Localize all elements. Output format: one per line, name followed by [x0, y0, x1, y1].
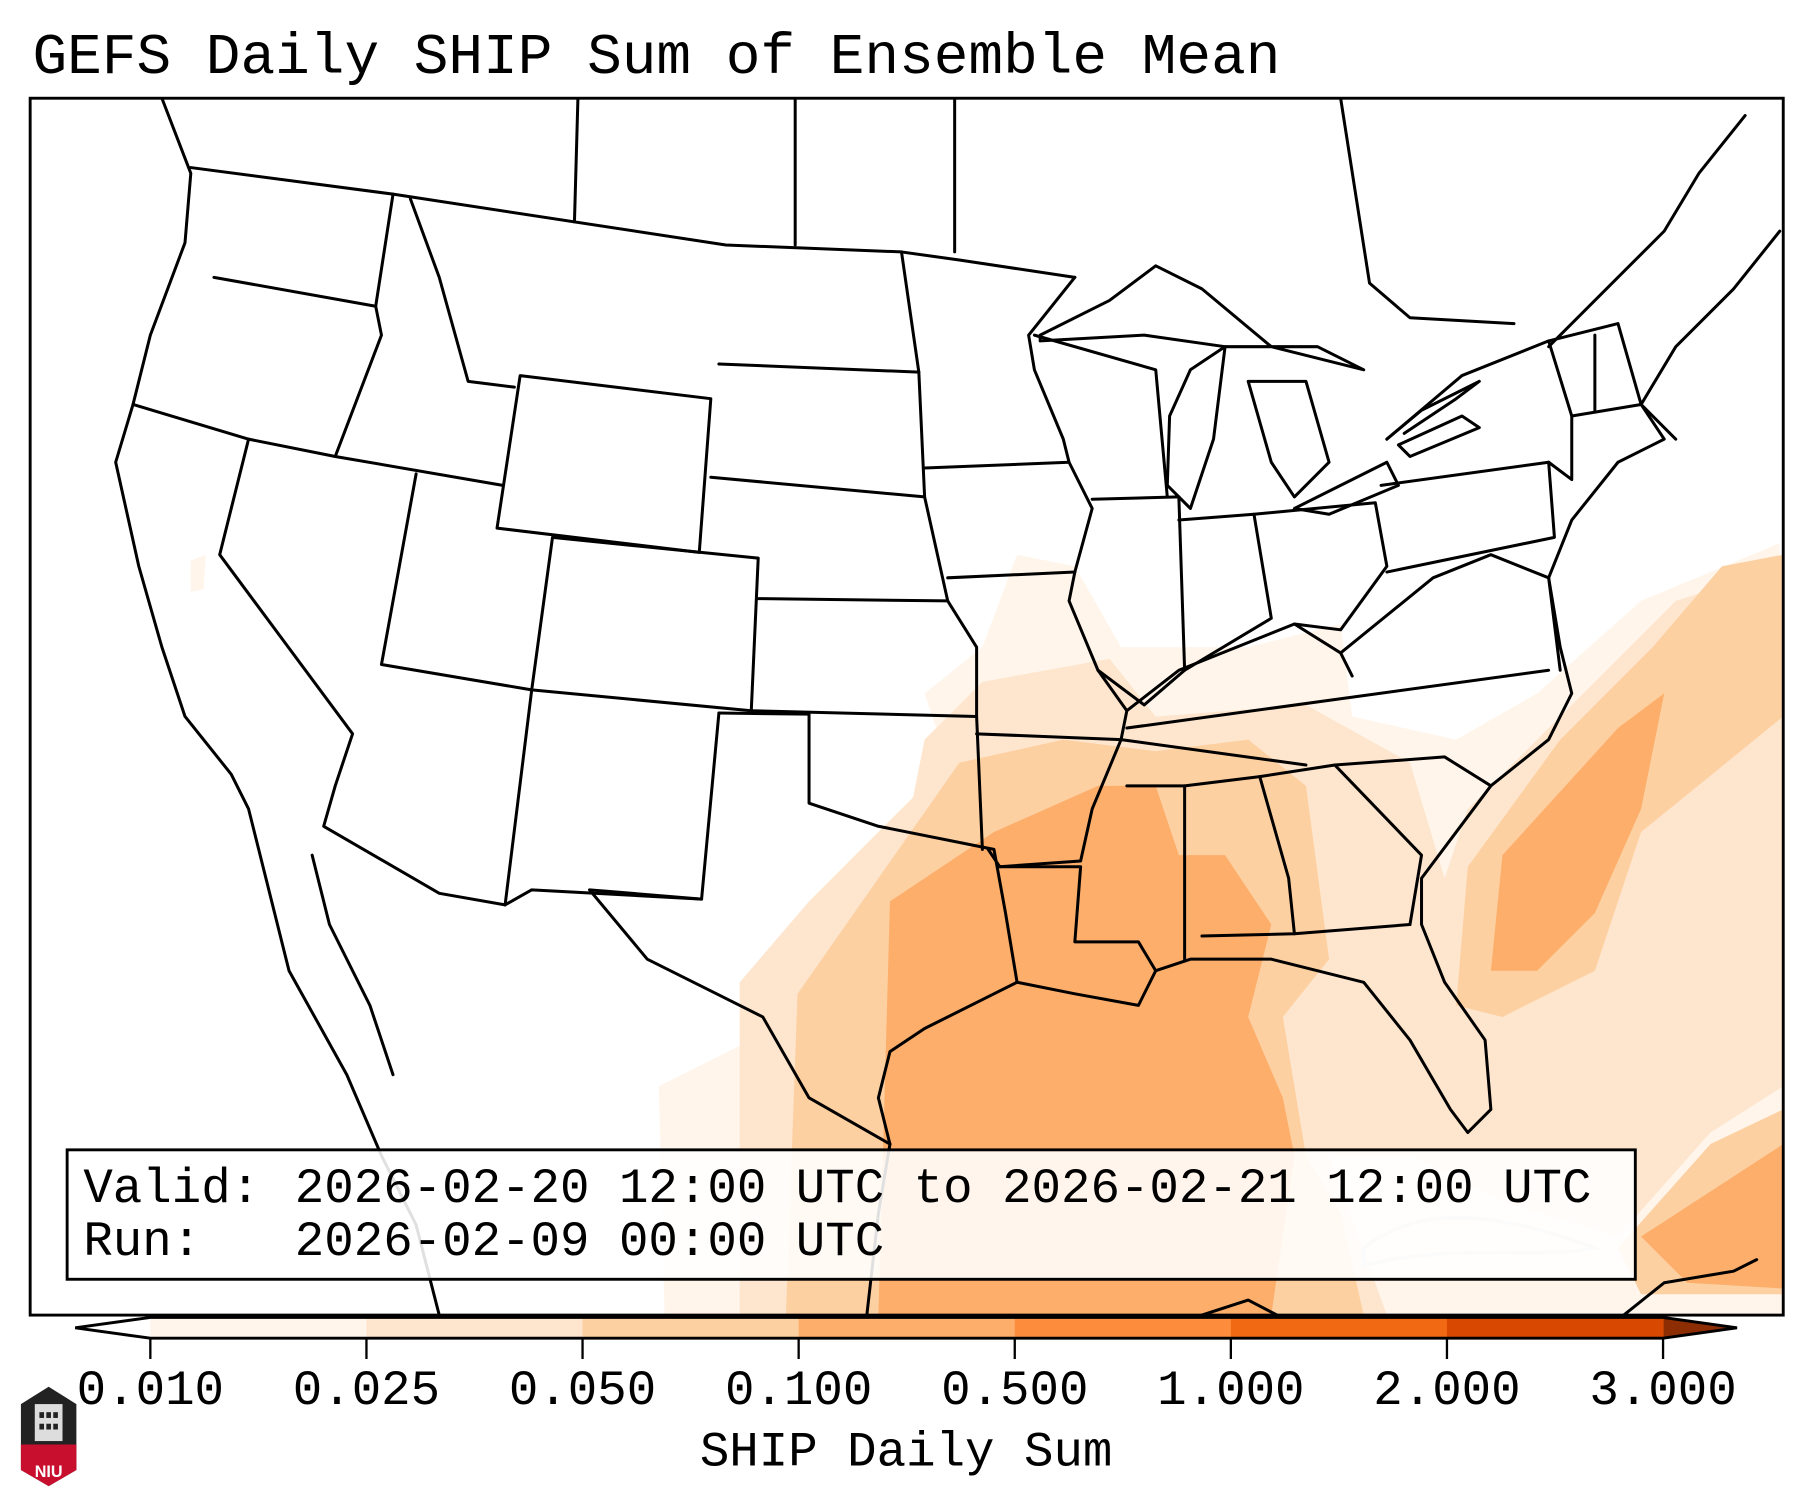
colorbar-under-extension	[75, 1317, 151, 1339]
colorbar-segment	[1014, 1317, 1232, 1339]
colorbar-segment	[150, 1317, 368, 1339]
valid-label: Valid:	[83, 1161, 260, 1217]
colorbar-tick-label: 0.010	[77, 1363, 224, 1419]
run-value: 2026-02-09 00:00 UTC	[295, 1214, 884, 1270]
colorbar-segment	[366, 1317, 584, 1339]
colorbar-segment	[1230, 1317, 1448, 1339]
colorbar-segment	[798, 1317, 1016, 1339]
shade-0.100-carib	[1641, 1144, 1784, 1289]
shade-0.010-west	[190, 554, 206, 592]
colorbar	[75, 1315, 1738, 1360]
map	[30, 98, 1784, 1316]
svg-text:NIU: NIU	[35, 1463, 63, 1481]
map-frame	[28, 96, 1785, 1317]
valid-value: 2026-02-20 12:00 UTC to 2026-02-21 12:00…	[295, 1161, 1592, 1217]
colorbar-tick-label: 0.100	[725, 1363, 872, 1419]
colorbar-tick-label: 0.050	[509, 1363, 656, 1419]
colorbar-tick-label: 0.025	[293, 1363, 440, 1419]
info-box: Valid: 2026-02-20 12:00 UTC to 2026-02-2…	[65, 1148, 1637, 1281]
state-borders	[131, 98, 1678, 1146]
colorbar-tick-label: 2.000	[1373, 1363, 1520, 1419]
niu-logo: NIU	[20, 1386, 77, 1487]
colorbar-tick-label: 1.000	[1157, 1363, 1304, 1419]
chart-title: GEFS Daily SHIP Sum of Ensemble Mean	[32, 26, 1280, 91]
colorbar-tick-label: 3.000	[1589, 1363, 1736, 1419]
colorbar-segment	[582, 1317, 800, 1339]
colorbar-tick-label: 0.500	[941, 1363, 1088, 1419]
colorbar-label: SHIP Daily Sum	[700, 1424, 1113, 1480]
shade-0.100-atlantic	[1490, 693, 1665, 971]
colorbar-segment	[1446, 1317, 1664, 1339]
colorbar-over-extension	[1663, 1317, 1738, 1339]
run-label: Run:	[83, 1214, 201, 1270]
